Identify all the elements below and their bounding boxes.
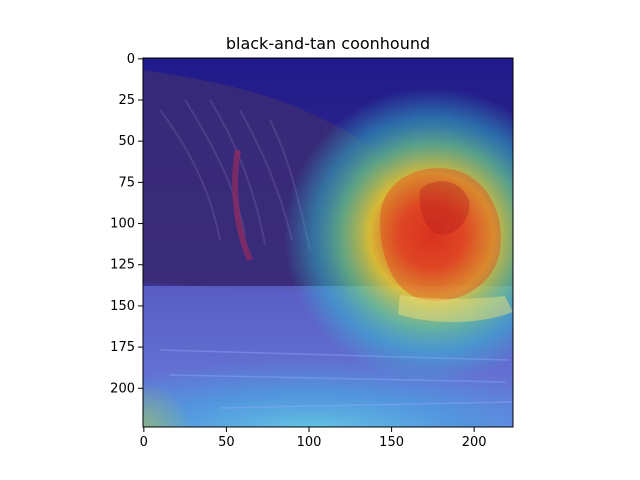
- y-tick-label: 150: [110, 299, 135, 314]
- y-tick-label: 200: [110, 381, 135, 396]
- image-panel: [143, 58, 513, 427]
- x-tick-label: 100: [297, 435, 322, 450]
- blanket-streaks: [159, 349, 513, 409]
- dog-paw: [398, 295, 513, 323]
- y-tick-label: 25: [118, 93, 135, 108]
- x-tick-label: 0: [140, 435, 148, 450]
- y-tick-label: 50: [118, 134, 135, 149]
- x-tick-label: 150: [379, 435, 404, 450]
- x-tick-label: 200: [462, 435, 487, 450]
- x-tick-label: 50: [218, 435, 235, 450]
- y-tick-label: 125: [110, 258, 135, 273]
- y-tick-label: 175: [110, 340, 135, 355]
- y-tick-label: 75: [118, 175, 135, 190]
- y-tick-label: 100: [110, 217, 135, 232]
- dog-ear: [419, 181, 470, 235]
- y-axis: 0 25 50 75 100 125 150 175 200: [110, 52, 143, 396]
- x-axis: 0 50 100 150 200: [140, 427, 487, 450]
- dog-head: [380, 168, 501, 301]
- plot-frame: [142, 57, 514, 428]
- y-tick-label: 0: [127, 52, 135, 67]
- heatmap-hotspot: [143, 58, 513, 427]
- plot-title: black-and-tan coonhound: [226, 34, 430, 53]
